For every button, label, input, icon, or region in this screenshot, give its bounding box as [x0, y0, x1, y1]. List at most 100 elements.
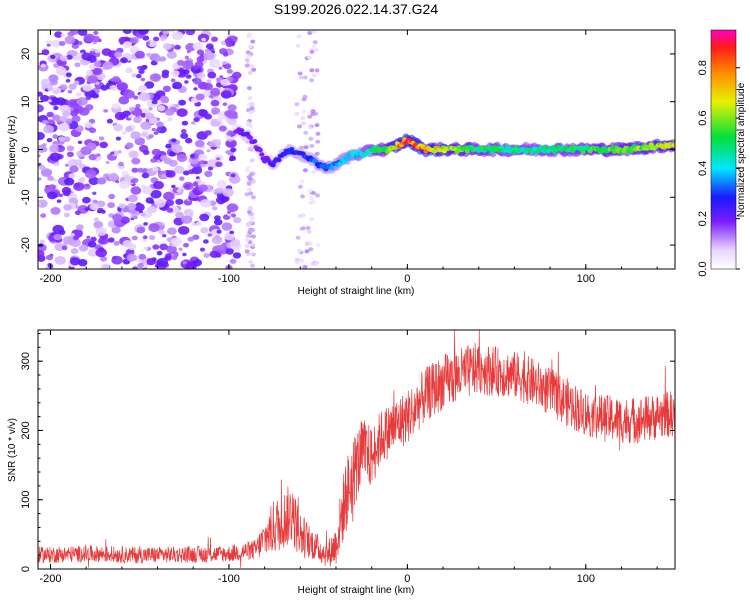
noise-blob	[118, 203, 126, 209]
noise-blob	[314, 68, 320, 73]
colorbar-ticks: 0.0 0.2 0.4 0.6 0.8	[697, 60, 740, 277]
noise-blob	[100, 209, 106, 214]
noise-blob	[128, 106, 135, 112]
noise-blob	[160, 95, 169, 103]
noise-blob	[249, 216, 255, 221]
noise-blob	[244, 58, 250, 63]
colorbar-tick-label: 0.2	[697, 211, 709, 226]
noise-blob	[38, 164, 46, 171]
ridge-point	[276, 157, 282, 163]
noise-blob	[47, 175, 54, 181]
noise-blob	[81, 52, 92, 61]
noise-blob	[249, 106, 255, 111]
noise-blob	[248, 124, 254, 129]
noise-blob	[48, 74, 59, 83]
noise-blob	[184, 55, 189, 60]
colorbar: 0.0 0.2 0.4 0.6 0.8 Normalized spectral ampl…	[697, 29, 747, 277]
noise-blob	[122, 30, 132, 35]
noise-blob	[224, 197, 229, 201]
noise-blob	[111, 255, 123, 265]
noise-blob	[203, 239, 209, 244]
noise-blob	[201, 37, 207, 42]
noise-blob	[300, 194, 305, 199]
noise-blob	[244, 244, 250, 248]
noise-blob	[305, 225, 311, 230]
noise-blob	[230, 239, 241, 247]
noise-blob	[247, 32, 253, 37]
noise-blob	[108, 193, 116, 200]
noise-blob	[182, 60, 194, 70]
noise-blob	[216, 77, 221, 82]
noise-blob	[73, 235, 79, 241]
noise-blob	[92, 199, 98, 205]
snr-ylabel: SNR (10 * v/v)	[7, 418, 18, 482]
noise-blob	[229, 230, 235, 235]
colorbar-gradient	[710, 29, 737, 270]
noise-blob	[221, 61, 227, 65]
noise-blob	[191, 121, 196, 125]
noise-blob	[246, 187, 252, 192]
noise-blob	[163, 191, 175, 201]
noise-blob	[164, 108, 175, 116]
noise-blob	[125, 126, 133, 133]
noise-blob	[182, 252, 187, 257]
noise-blob	[53, 233, 62, 241]
noise-blob	[219, 75, 224, 79]
noise-blob	[209, 58, 221, 68]
noise-blob	[300, 121, 306, 126]
colorbar-tick-label: 0.8	[697, 60, 709, 75]
chart-title: S199.2026.022.14.37.G24	[274, 1, 438, 17]
noise-blob	[107, 202, 115, 209]
y-tick-label: 0	[20, 566, 32, 572]
noise-blob	[130, 131, 141, 140]
noise-blob	[140, 121, 152, 130]
noise-blob	[150, 189, 162, 199]
noise-blob	[295, 235, 301, 240]
noise-blob	[43, 124, 55, 134]
ridge-point	[259, 152, 265, 157]
noise-blob	[306, 229, 312, 234]
noise-blob	[314, 123, 320, 128]
noise-blob	[217, 244, 225, 251]
noise-blob	[192, 42, 203, 51]
ridge-point	[289, 147, 295, 152]
noise-blob	[245, 223, 251, 228]
noise-blob	[137, 263, 144, 269]
noise-blob	[77, 140, 83, 144]
noise-blob	[195, 93, 205, 101]
noise-blob	[47, 86, 54, 92]
noise-blob	[84, 122, 93, 129]
noise-blob	[66, 145, 75, 152]
noise-blob	[298, 75, 304, 80]
x-tick-label: -100	[218, 573, 240, 585]
noise-blob	[300, 226, 306, 231]
noise-blob	[311, 44, 317, 49]
noise-blob	[52, 114, 61, 121]
noise-blob	[220, 78, 230, 86]
y-tick-label: 20	[20, 48, 32, 60]
noise-blob	[246, 182, 252, 186]
noise-blob	[204, 130, 212, 136]
noise-blob	[196, 72, 206, 79]
noise-blob	[211, 235, 223, 245]
noise-blob	[211, 36, 218, 42]
noise-blob	[176, 59, 185, 66]
noise-blob	[171, 70, 180, 77]
y-tick-label: 200	[20, 421, 32, 439]
noise-blob	[87, 248, 99, 257]
noise-blob	[193, 65, 200, 70]
x-tick-label: -200	[39, 273, 61, 285]
noise-blob	[200, 227, 209, 234]
noise-blob	[161, 72, 169, 79]
ridge-point	[423, 149, 429, 154]
noise-blob	[191, 222, 196, 227]
noise-blob	[214, 219, 223, 226]
noise-blob	[171, 31, 184, 40]
noise-blob	[218, 66, 223, 70]
noise-blob	[211, 190, 216, 194]
noise-blob	[40, 94, 49, 102]
noise-blob	[100, 256, 108, 262]
noise-blob	[82, 83, 93, 92]
noise-blob	[158, 229, 165, 235]
spectrogram-marks	[38, 30, 675, 269]
